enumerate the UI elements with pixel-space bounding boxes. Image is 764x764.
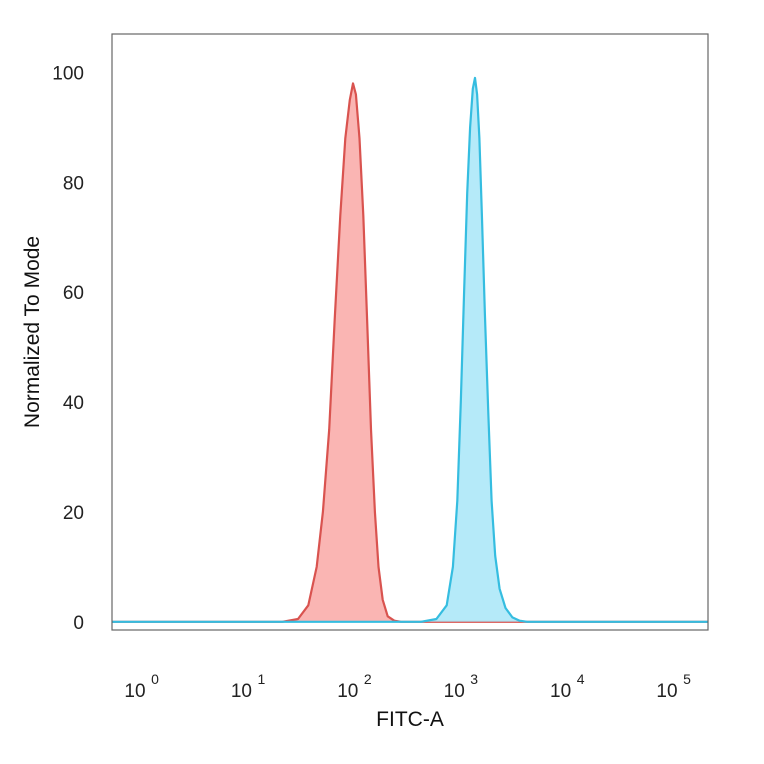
x-tick-exponent: 5 [683, 671, 691, 687]
series-1-line [112, 82, 708, 623]
x-tick-exponent: 3 [470, 671, 478, 687]
x-tick-label: 10 [550, 681, 571, 702]
y-axis-title: Normalized To Mode [21, 236, 44, 428]
x-tick-label: 10 [656, 681, 677, 702]
plot-frame [111, 33, 709, 631]
x-tick-label: 10 [444, 681, 465, 702]
y-tick-label: 100 [52, 64, 84, 85]
series-layer [112, 76, 708, 623]
y-tick-label: 40 [63, 393, 84, 414]
x-tick-label: 10 [124, 681, 145, 702]
x-tick-label: 10 [337, 681, 358, 702]
series-2-line [112, 76, 708, 623]
y-tick-label: 80 [63, 173, 84, 194]
y-axis-ticks: 0 20 40 60 80 100 [52, 64, 84, 634]
y-tick-label: 60 [63, 283, 84, 304]
x-tick-exponent: 0 [151, 671, 159, 687]
x-tick-exponent: 1 [258, 671, 266, 687]
x-tick-exponent: 2 [364, 671, 372, 687]
y-tick-label: 0 [73, 613, 84, 634]
x-axis-ticks: 10 0 10 1 10 2 10 3 10 4 10 5 [124, 671, 691, 702]
x-tick-exponent: 4 [577, 671, 585, 687]
y-tick-label: 20 [63, 503, 84, 524]
x-axis-title: FITC-A [376, 708, 444, 731]
x-tick-label: 10 [231, 681, 252, 702]
plot-background [112, 34, 708, 630]
